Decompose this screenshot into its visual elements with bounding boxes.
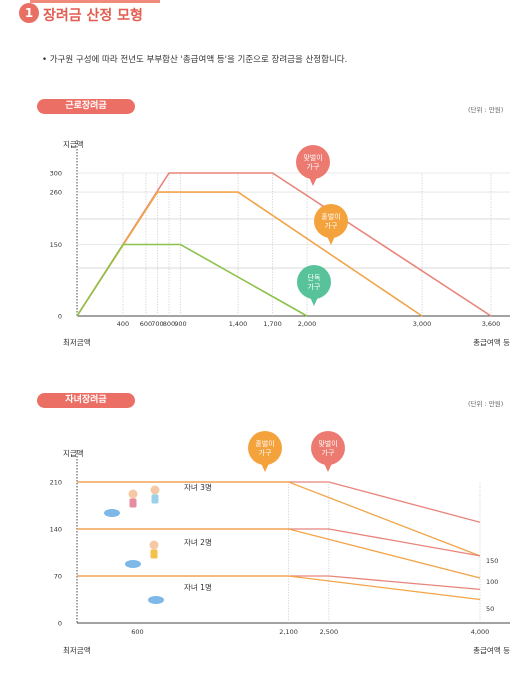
chart2-series-line-4: [77, 575, 481, 591]
chart2-origin-label: 최저금액: [63, 645, 91, 655]
child-illustration-2-body: [151, 494, 159, 504]
chart2-x-tick-label: 4,000: [471, 628, 490, 636]
chart2-callout-text: 가구: [322, 448, 335, 457]
chart2-series-line-1: [77, 481, 481, 557]
chart1-origin-label: 최저금액: [63, 337, 91, 347]
chart2-x-axis-label: 총급여액 등: [473, 645, 510, 655]
child-illustration-2-head: [150, 485, 160, 495]
chart1-x-tick-label: 700: [151, 320, 163, 328]
chart1-callout-pointer: [326, 234, 336, 245]
chart2-callout-text: 맞벌이: [318, 439, 337, 448]
chart1-callout-text: 홑벌이: [321, 212, 340, 221]
chart1-x-tick-label: 1,400: [229, 320, 248, 328]
child-illustration-1-head: [128, 489, 138, 499]
chart1-callout-bubble: [297, 265, 331, 299]
chart2-unit: (단위 : 만원): [468, 400, 504, 408]
chart1-x-tick-label: 2,000: [298, 320, 317, 328]
chart2-end-label: 100: [486, 578, 498, 586]
baby-illustration-2: [125, 560, 141, 568]
chart2-series-line-5: [77, 575, 481, 601]
chart1-callout-text: 맞벌이: [303, 153, 322, 162]
chart1-x-tick-label: 800: [163, 320, 175, 328]
chart1-callout-pointer: [308, 175, 318, 186]
section-header: 1 장려금 산정 모형: [0, 0, 532, 30]
baby-illustration-1: [104, 509, 120, 517]
chart1-x-tick-label: 3,000: [413, 320, 432, 328]
child-illustration-1-body: [129, 498, 137, 508]
chart2-child-label: 자녀 1명: [184, 582, 212, 592]
chart1-y-tick-label: 150: [50, 241, 62, 249]
chart2-y-tick-label: 0: [58, 620, 62, 628]
chart1-callout-text: 단독: [308, 273, 321, 282]
chart1-unit: (단위 : 만원): [468, 106, 504, 114]
chart1-y-tick-label: 300: [50, 170, 62, 178]
chart1-callout-text: 가구: [308, 282, 321, 291]
chart1-x-axis-label: 총급여액 등: [473, 337, 510, 347]
chart2-x-tick-label: 600: [131, 628, 143, 636]
chart2-callout-bubble: [311, 431, 345, 465]
chart1-x-tick-label: 400: [117, 320, 129, 328]
chart1-section-badge: 근로장려금: [37, 99, 135, 114]
chart2-x-tick-label: 2,500: [320, 628, 339, 636]
chart2-callout-bubble: [248, 431, 282, 465]
header-rule: [30, 0, 160, 3]
chart1-series-line-1: [76, 191, 423, 317]
chart1-callout-bubble: [314, 204, 348, 238]
page-title: 장려금 산정 모형: [43, 8, 143, 24]
chart1-x-tick-label: 3,600: [482, 320, 501, 328]
chart1-x-tick-label: 900: [174, 320, 186, 328]
chart1-x-tick-label: 1,700: [263, 320, 282, 328]
chart2-series-line-0: [77, 481, 481, 523]
chart2-end-label: 150: [486, 557, 498, 565]
chart2-child-label: 자녀 3명: [184, 482, 212, 492]
chart1-y-tick-label: 260: [50, 189, 62, 197]
chart2-x-tick-label: 2,100: [279, 628, 298, 636]
chart2-child-label: 자녀 2명: [184, 537, 212, 547]
chart1-x-tick-label: 600: [140, 320, 152, 328]
description-text: • 가구원 구성에 따라 전년도 부부합산 '총급여액 등'을 기준으로 장려금…: [42, 55, 348, 65]
chart2-callout-text: 가구: [259, 448, 272, 457]
chart1-callout-bubble: [296, 145, 330, 179]
baby-illustration-3: [148, 596, 164, 604]
chart1-callout-text: 가구: [307, 162, 320, 171]
chart2-series-line-3: [77, 528, 481, 579]
chart2-y-tick-label: 70: [54, 573, 62, 581]
chart2-callout-text: 홑벌이: [255, 439, 274, 448]
chart2-y-tick-label: 210: [50, 479, 62, 487]
chart1-callout-text: 가구: [325, 221, 338, 230]
child-illustration-3-body: [150, 549, 158, 559]
chart2-end-label: 50: [486, 605, 494, 613]
chart1-series-line-2: [76, 243, 308, 317]
chart1-y-axis-label: 지급액: [63, 139, 84, 149]
chart1-callout-pointer: [309, 295, 319, 306]
child-illustration-3-head: [149, 540, 159, 550]
section-number: 1: [19, 3, 39, 23]
chart2-section-badge: 자녀장려금: [37, 393, 135, 408]
chart1-y-tick-label: 0: [58, 313, 62, 321]
chart2-y-axis-label: 지급액: [63, 448, 84, 458]
chart2-callout-pointer: [323, 461, 333, 472]
chart2-callout-pointer: [260, 461, 270, 472]
chart2-y-tick-label: 140: [50, 526, 62, 534]
